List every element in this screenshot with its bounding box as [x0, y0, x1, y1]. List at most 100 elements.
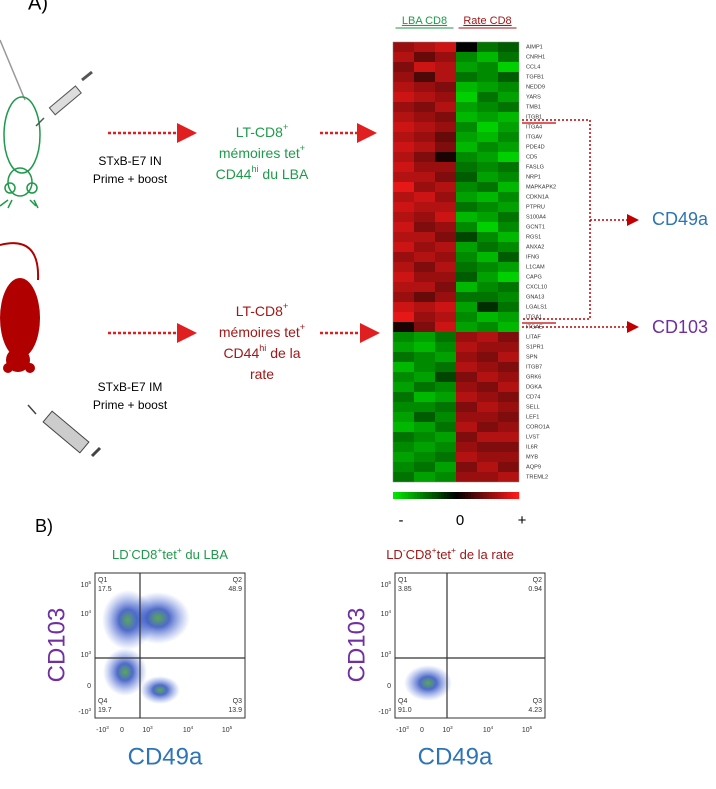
scale-label: + — [518, 512, 527, 529]
heatmap-cell — [414, 302, 435, 312]
text-segment: CD8 — [406, 547, 432, 562]
text-segment: hi — [259, 343, 266, 353]
heatmap-cell — [456, 152, 477, 162]
dotted-arrows — [108, 123, 380, 343]
heatmap-cell — [498, 172, 519, 182]
text-segment: 3 — [88, 650, 91, 655]
flow-title: LD-CD8+tet+ de la rate — [386, 545, 514, 562]
heatmap-cell — [414, 382, 435, 392]
x-tick-label: 104 — [483, 725, 494, 734]
heatmap-cell — [477, 262, 498, 272]
heatmap-cell — [456, 252, 477, 262]
heatmap-cell — [435, 322, 456, 332]
heatmap-cell — [393, 82, 414, 92]
heatmap-cell — [435, 232, 456, 242]
gene-label: MAPKAPK2 — [526, 184, 556, 190]
text-segment: 0 — [420, 727, 424, 734]
color-scale-step — [495, 492, 499, 499]
heatmap-cell — [477, 292, 498, 302]
heatmap-cell — [393, 112, 414, 122]
heatmap-cell — [435, 412, 456, 422]
heatmap-cell — [498, 282, 519, 292]
heatmap-cell — [498, 92, 519, 102]
heatmap-cell — [435, 182, 456, 192]
heatmap-cell — [393, 72, 414, 82]
x-tick-label: 0 — [420, 727, 424, 734]
heatmap-cell — [498, 382, 519, 392]
gene-label: NRP1 — [526, 174, 541, 180]
heatmap-cell — [435, 272, 456, 282]
population-label: mémoires tet+ — [219, 322, 305, 339]
heatmap-cell — [477, 372, 498, 382]
text-segment: 10 — [381, 611, 389, 618]
heatmap-cell — [456, 242, 477, 252]
text-segment: + — [432, 545, 437, 555]
heatmap-cell — [414, 452, 435, 462]
text-segment: 10 — [81, 582, 89, 589]
heatmap-cell — [477, 42, 498, 52]
color-scale-step — [420, 492, 424, 499]
heatmap-cell — [498, 52, 519, 62]
heatmap-cell — [435, 162, 456, 172]
heatmap-cell — [393, 152, 414, 162]
heatmap-cell — [414, 162, 435, 172]
heatmap-cell — [393, 312, 414, 322]
pipette-icon — [27, 404, 102, 458]
heatmap-cell — [498, 72, 519, 82]
quadrant-percent: 0.94 — [528, 586, 542, 593]
gene-label: LVST — [526, 434, 540, 440]
heatmap-cell — [477, 272, 498, 282]
text-segment: + — [300, 322, 305, 332]
heatmap-cell — [456, 42, 477, 52]
heatmap-cell — [414, 232, 435, 242]
text-segment: 10 — [142, 727, 150, 734]
color-scale-step — [510, 492, 514, 499]
heatmap-cell — [498, 342, 519, 352]
heatmap-frame — [392, 41, 520, 483]
gene-label: CAPG — [526, 274, 542, 280]
text-segment: LT-CD8 — [236, 124, 283, 140]
quadrant-percent: 19.7 — [98, 707, 112, 714]
heatmap-cell — [498, 422, 519, 432]
gene-label: L1CAM — [526, 264, 545, 270]
text-segment: tet — [437, 547, 452, 562]
text-segment: 5 — [530, 725, 533, 730]
gene-label: CD5 — [526, 154, 537, 160]
gene-label: AIMP1 — [526, 44, 543, 50]
color-scale-step — [453, 492, 457, 499]
cell-population — [140, 676, 180, 704]
heatmap-cell — [435, 422, 456, 432]
heatmap-cell — [435, 112, 456, 122]
gene-label: IFNG — [526, 254, 539, 260]
text-segment: LT-CD8 — [236, 303, 283, 319]
color-scale-step — [405, 492, 409, 499]
heatmap-cell — [477, 192, 498, 202]
marker-label: CD103 — [652, 317, 708, 337]
heatmap-cell — [435, 142, 456, 152]
color-scale-step — [480, 492, 484, 499]
color-scale-step — [414, 492, 418, 499]
heatmap-cell — [435, 92, 456, 102]
heatmap-cell — [393, 102, 414, 112]
heatmap-cell — [498, 112, 519, 122]
heatmap-cell — [498, 442, 519, 452]
heatmap-cell — [456, 292, 477, 302]
cell-population — [103, 648, 147, 696]
heatmap-cell — [477, 282, 498, 292]
heatmap-cell — [477, 52, 498, 62]
route-label: STxB-E7 IM — [98, 380, 163, 394]
y-tick-label: 104 — [381, 609, 392, 618]
text-segment: 10 — [222, 727, 230, 734]
heatmap-cell — [498, 432, 519, 442]
color-scale-step — [441, 492, 445, 499]
heatmap-cell — [414, 122, 435, 132]
heatmap-cell — [435, 282, 456, 292]
gene-label: ITGB7 — [526, 364, 542, 370]
regimen-label: Prime + boost — [93, 172, 168, 186]
heatmap-cell — [456, 262, 477, 272]
gene-label: S100A4 — [526, 214, 546, 220]
heatmap-cell — [414, 202, 435, 212]
color-scale-step — [408, 492, 412, 499]
heatmap-cell — [414, 172, 435, 182]
